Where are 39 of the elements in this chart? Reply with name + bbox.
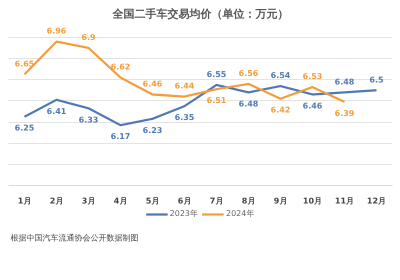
data-label: 6.25 (14, 124, 35, 133)
data-label: 6.56 (238, 68, 259, 78)
text: 根据中国汽车流通协会公开数据制图 (10, 234, 138, 242)
data-label: 6.54 (270, 71, 291, 80)
data-label: 6.55 (206, 70, 227, 79)
x-tick-label: 6月 (178, 196, 192, 206)
data-label: 6.41 (46, 106, 67, 116)
x-tick-label: 9月 (274, 196, 288, 206)
data-label: 6.53 (302, 72, 322, 82)
x-tick-label: 3月 (82, 196, 96, 206)
x-tick-label: 10月 (302, 196, 322, 206)
data-label: 6.62 (110, 62, 130, 72)
x-tick-label: 8月 (242, 196, 256, 206)
data-label: 6.96 (46, 26, 67, 36)
data-label: 6.23 (142, 126, 162, 135)
x-tick-label: 4月 (114, 196, 128, 206)
data-label: 6.42 (270, 106, 290, 115)
data-label: 6.65 (14, 59, 35, 68)
data-label: 6.39 (334, 108, 355, 118)
x-tick-label: 1月 (18, 196, 32, 206)
x-tick-label: 12月 (366, 196, 386, 206)
data-label: 6.48 (238, 99, 259, 108)
x-tick-label: 2月 (50, 196, 64, 206)
x-tick-label: 5月 (146, 196, 160, 206)
data-label: 6.35 (174, 113, 195, 122)
chart-title: 全国二手车交易均价（单位：万元） (112, 8, 288, 20)
data-label: 6.9 (81, 32, 96, 42)
x-tick-label: 7月 (210, 196, 224, 206)
data-label: 6.5 (369, 75, 384, 84)
data-label: 6.44 (174, 82, 195, 91)
x-tick-label: 11月 (334, 196, 354, 206)
data-label: 6.48 (334, 77, 355, 86)
data-label: 6.51 (206, 96, 227, 106)
legend-label: 2024年 (226, 208, 254, 219)
data-label: 6.17 (110, 132, 130, 142)
data-label: 6.46 (302, 101, 323, 110)
data-label: 6.33 (78, 115, 98, 124)
legend-label: 2023年 (170, 208, 198, 219)
data-label: 6.46 (142, 79, 163, 88)
